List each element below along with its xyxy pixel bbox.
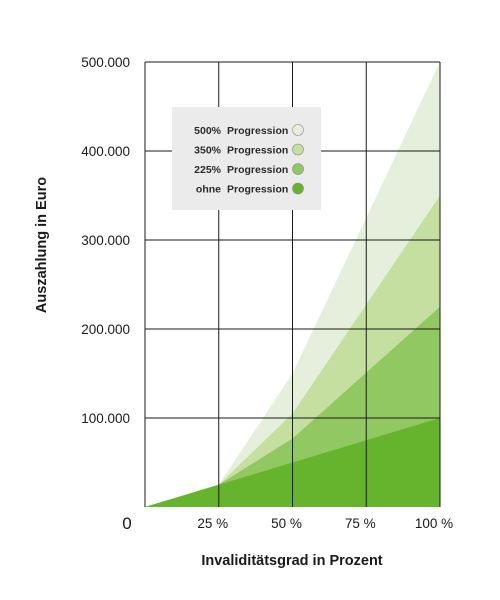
y-tick-label: 200.000 xyxy=(81,322,130,337)
legend-item-prefix: 350% xyxy=(194,145,222,157)
legend-item: ohne Progression xyxy=(196,182,304,196)
x-tick-label: 75 % xyxy=(345,516,376,531)
legend-marker xyxy=(292,182,304,195)
legend-item-prefix: 500% xyxy=(194,125,222,137)
axis-ticks: 100.000 200.000 300.000 400.000 500.000 25 % 5… xyxy=(81,55,453,531)
y-tick-label: 400.000 xyxy=(81,144,130,159)
legend-item-prefix: ohne xyxy=(196,184,221,196)
legend-item-label: Progression xyxy=(227,184,288,196)
legend-marker xyxy=(292,143,304,156)
legend-item: 500% Progression xyxy=(194,124,304,137)
legend-item-label: Progression xyxy=(227,145,288,157)
legend-item: 225% Progression xyxy=(194,163,304,176)
x-tick-label: 25 % xyxy=(197,516,228,531)
x-axis-title: Invaliditätsgrad in Prozent xyxy=(201,553,382,569)
y-axis-title: Auszahlung in Euro xyxy=(34,177,50,313)
y-tick-label: 500.000 xyxy=(81,55,130,70)
legend-marker xyxy=(292,124,304,136)
legend-item-label: Progression xyxy=(227,164,288,176)
legend-item: 350% Progression xyxy=(194,143,304,157)
x-tick-label: 100 % xyxy=(415,516,453,531)
y-tick-label: 300.000 xyxy=(81,233,130,248)
x-tick-label: 50 % xyxy=(271,516,302,531)
origin-label: 0 xyxy=(122,514,131,533)
legend: 500% Progression 350% Progression 225% Progre… xyxy=(172,107,321,210)
legend-item-prefix: 225% xyxy=(194,164,222,176)
legend-marker xyxy=(292,163,304,175)
legend-item-label: Progression xyxy=(227,125,288,137)
y-tick-label: 100.000 xyxy=(81,411,130,426)
